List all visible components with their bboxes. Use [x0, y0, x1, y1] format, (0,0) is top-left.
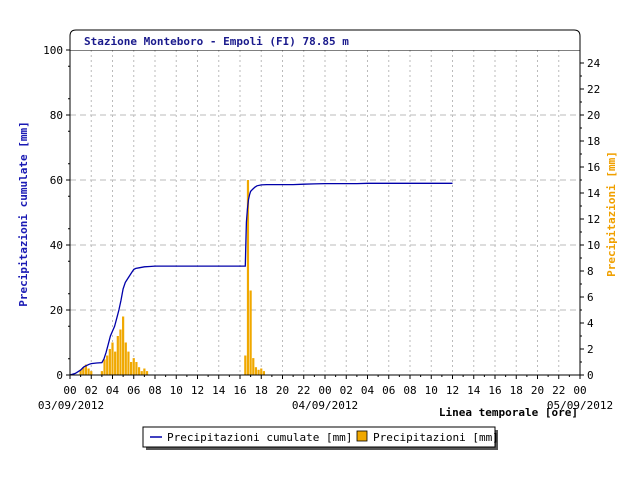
y-left-tick-label: 40: [50, 239, 63, 252]
legend-label-cumulative: Precipitazioni cumulate [mm]: [167, 431, 352, 444]
x-tick-label: 06: [382, 384, 395, 397]
legend-label-rain: Precipitazioni [mm]: [373, 431, 499, 444]
y-axis-right-label: Precipitazioni [mm]: [605, 151, 618, 277]
y-left-tick-label: 20: [50, 304, 63, 317]
rain-bar: [262, 371, 266, 375]
y-right-tick-label: 16: [587, 161, 600, 174]
rain-bars: [79, 180, 266, 375]
rain-bar: [246, 180, 250, 375]
x-tick-label: 14: [212, 384, 226, 397]
rain-bar: [90, 371, 93, 375]
x-tick-label: 22: [552, 384, 565, 397]
y-right-tick-label: 0: [587, 369, 594, 382]
grid-lines: [70, 50, 580, 375]
cumulative-line: [69, 182, 453, 376]
y-right-tick-label: 12: [587, 213, 600, 226]
x-tick-label: 08: [148, 384, 161, 397]
x-tick-label: 10: [170, 384, 183, 397]
x-axis-label: Linea temporale [ore]: [439, 406, 578, 419]
rain-bar: [100, 371, 103, 375]
x-tick-label: 12: [191, 384, 204, 397]
axis-ticks: 00 02 04 06 08 10 12 14 16 18 20 22 00 02 04 06 08 10 12 14…: [43, 44, 600, 397]
y-right-tick-label: 20: [587, 109, 600, 122]
x-tick-label: 02: [340, 384, 353, 397]
x-tick-label: 02: [85, 384, 98, 397]
x-tick-label: 00: [573, 384, 586, 397]
rain-bar: [84, 364, 88, 375]
rain-bar: [140, 371, 143, 375]
x-tick-label: 08: [403, 384, 416, 397]
x-tick-label: 18: [255, 384, 268, 397]
rain-bar: [79, 369, 82, 375]
rain-bar: [132, 358, 135, 375]
x-tick-label: 16: [488, 384, 501, 397]
x-tick-label: 20: [276, 384, 289, 397]
rain-bar: [260, 368, 263, 375]
rain-bar: [145, 371, 149, 375]
y-left-tick-label: 60: [50, 174, 63, 187]
y-right-tick-label: 18: [587, 135, 600, 148]
y-right-tick-label: 14: [587, 187, 601, 200]
legend-box: [142, 426, 496, 448]
rain-bar: [254, 367, 258, 375]
x-tick-label: 00: [63, 384, 76, 397]
rain-bar: [114, 351, 117, 375]
rain-bar: [119, 329, 122, 375]
x-tick-label: 00: [318, 384, 331, 397]
x-tick-label: 10: [425, 384, 438, 397]
y-left-tick-label: 0: [56, 369, 63, 382]
rain-bar: [124, 342, 127, 375]
date-label-2: 05/09/2012: [547, 399, 613, 412]
date-label-1: 04/09/2012: [292, 399, 358, 412]
y-left-tick-label: 100: [43, 44, 63, 57]
rain-bar: [103, 359, 106, 375]
x-tick-label: 06: [127, 384, 140, 397]
y-right-tick-label: 10: [587, 239, 600, 252]
rain-bar: [127, 351, 130, 375]
date-label-0: 03/09/2012: [38, 399, 104, 412]
rain-bar: [252, 358, 255, 375]
x-tick-label: 04: [106, 384, 120, 397]
rain-bar: [137, 367, 141, 375]
rain-bar: [116, 336, 119, 375]
x-tick-label: 12: [446, 384, 459, 397]
x-tick-label: 22: [297, 384, 310, 397]
legend-bar-swatch: [356, 430, 368, 442]
x-tick-label: 16: [233, 384, 246, 397]
rain-bar: [257, 369, 260, 375]
rain-bar: [111, 342, 114, 375]
y-axis-left-label: Precipitazioni cumulate [mm]: [17, 121, 30, 306]
rain-bar: [87, 368, 90, 375]
y-right-tick-label: 2: [587, 343, 594, 356]
rain-bar: [135, 362, 138, 375]
rain-bar: [82, 367, 85, 375]
chart-title: Stazione Monteboro - Empoli (FI) 78.85 m: [84, 35, 349, 48]
y-right-tick-label: 4: [587, 317, 594, 330]
y-right-tick-label: 22: [587, 83, 600, 96]
x-tick-label: 20: [531, 384, 544, 397]
rain-bar: [106, 355, 109, 375]
rain-bar: [122, 316, 125, 375]
rain-bar: [143, 368, 146, 375]
rain-bar: [249, 290, 252, 375]
legend: Precipitazioni cumulate [mm] Precipitazi…: [142, 426, 499, 450]
y-right-tick-label: 6: [587, 291, 594, 304]
y-right-tick-label: 8: [587, 265, 594, 278]
x-tick-label: 18: [510, 384, 523, 397]
rain-bar: [108, 349, 111, 375]
x-tick-label: 14: [467, 384, 481, 397]
y-right-tick-label: 24: [587, 57, 601, 70]
rain-bar: [244, 355, 247, 375]
title-box: [69, 29, 581, 50]
rain-bar: [129, 362, 133, 375]
y-left-tick-label: 80: [50, 109, 63, 122]
x-tick-label: 04: [361, 384, 375, 397]
